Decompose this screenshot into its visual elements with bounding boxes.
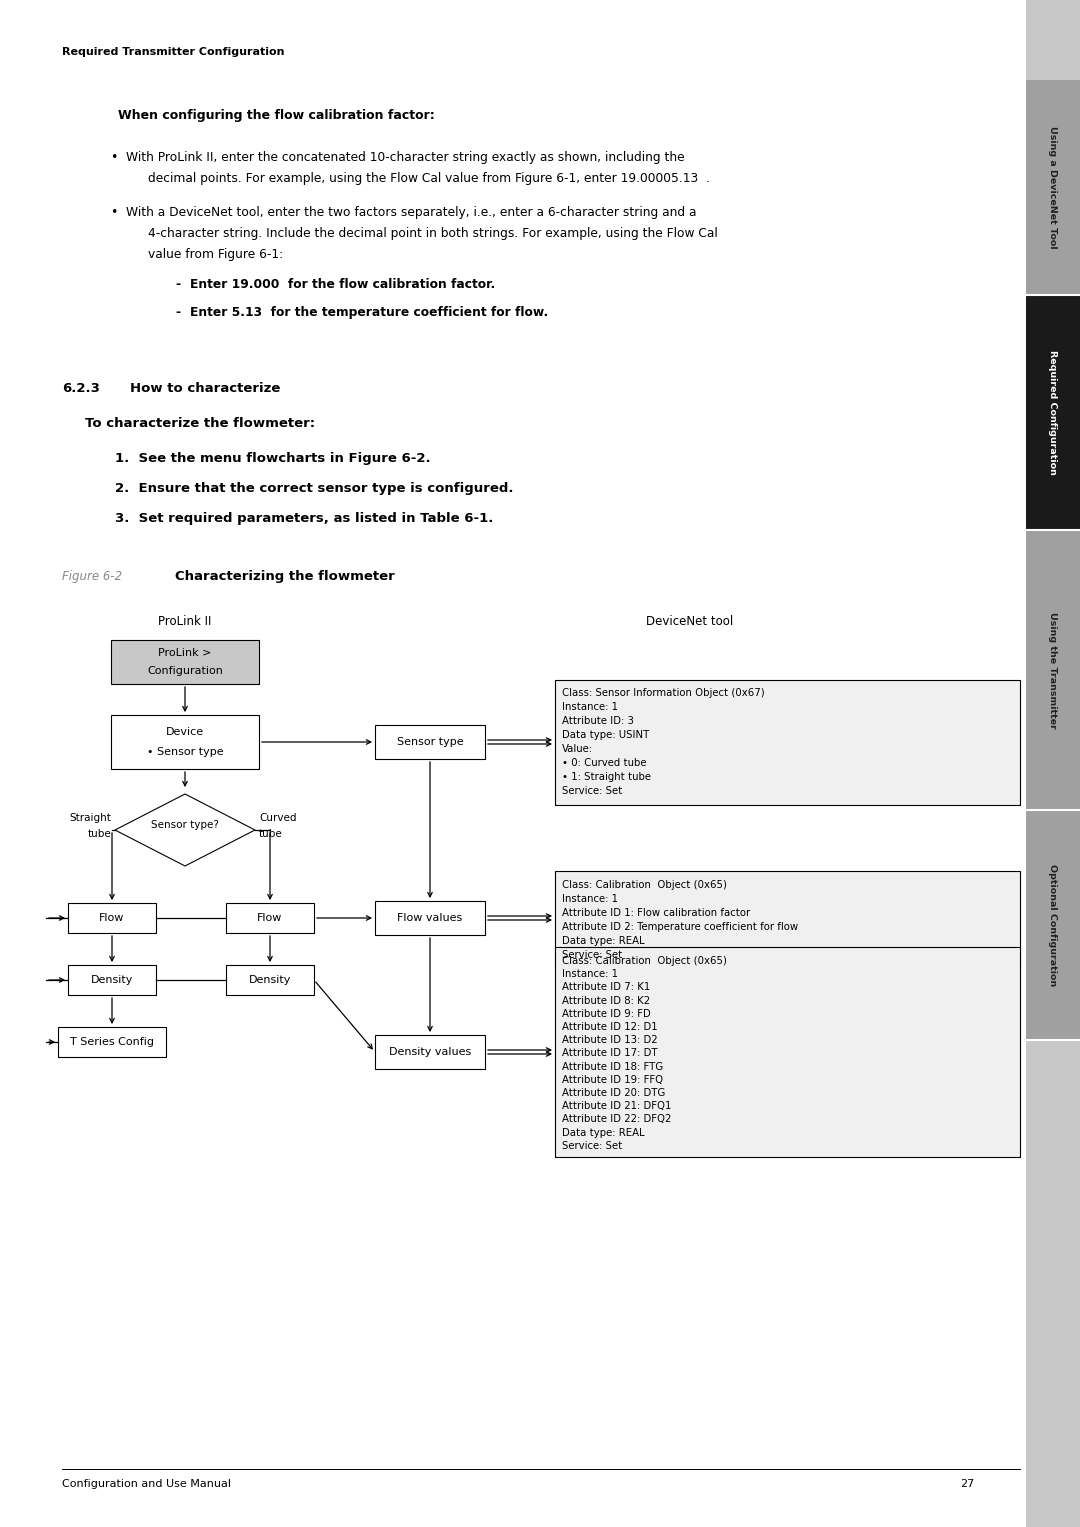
Text: To characterize the flowmeter:: To characterize the flowmeter:	[85, 417, 315, 431]
Text: 4-character string. Include the decimal point in both strings. For example, usin: 4-character string. Include the decimal …	[148, 228, 718, 240]
Text: •: •	[110, 151, 118, 163]
Text: -: -	[175, 305, 180, 319]
Text: When configuring the flow calibration factor:: When configuring the flow calibration fa…	[118, 108, 435, 122]
Bar	[111, 640, 259, 684]
Text: Flow values: Flow values	[397, 913, 462, 922]
Text: Data type: REAL: Data type: REAL	[562, 936, 645, 945]
Text: Enter 19.000  for the flow calibration factor.: Enter 19.000 for the flow calibration fa…	[190, 278, 496, 292]
Text: Attribute ID 7: K1: Attribute ID 7: K1	[562, 982, 650, 993]
Text: 3.  Set required parameters, as listed in Table 6-1.: 3. Set required parameters, as listed in…	[114, 512, 494, 525]
Bar	[1026, 0, 1080, 79]
Text: ProLink >: ProLink >	[159, 647, 212, 658]
Text: -: -	[175, 278, 180, 292]
Text: Class: Calibration  Object (0x65): Class: Calibration Object (0x65)	[562, 956, 727, 967]
Bar	[1026, 530, 1080, 809]
Text: 2.  Ensure that the correct sensor type is configured.: 2. Ensure that the correct sensor type i…	[114, 483, 513, 495]
Text: DeviceNet tool: DeviceNet tool	[646, 615, 733, 628]
Text: Sensor type?: Sensor type?	[151, 820, 219, 831]
Text: Attribute ID 17: DT: Attribute ID 17: DT	[562, 1049, 658, 1058]
Text: value from Figure 6-1:: value from Figure 6-1:	[148, 247, 283, 261]
Text: •: •	[110, 206, 118, 218]
Text: Attribute ID: 3: Attribute ID: 3	[562, 716, 634, 727]
Text: Optional Configuration: Optional Configuration	[1049, 864, 1057, 986]
Text: Attribute ID 21: DFQ1: Attribute ID 21: DFQ1	[562, 1101, 672, 1112]
Bar	[68, 965, 156, 996]
Polygon shape	[114, 794, 255, 866]
Text: Density: Density	[248, 976, 292, 985]
Text: Attribute ID 12: D1: Attribute ID 12: D1	[562, 1022, 658, 1032]
Text: T Series Config: T Series Config	[70, 1037, 154, 1048]
Text: Figure 6-2: Figure 6-2	[62, 570, 122, 583]
Text: Using the Transmitter: Using the Transmitter	[1049, 611, 1057, 728]
Text: Instance: 1: Instance: 1	[562, 893, 618, 904]
Text: Attribute ID 2: Temperature coefficient for flow: Attribute ID 2: Temperature coefficient …	[562, 921, 798, 931]
Bar	[555, 947, 1020, 1157]
Text: Attribute ID 22: DFQ2: Attribute ID 22: DFQ2	[562, 1115, 672, 1124]
Bar	[111, 715, 259, 770]
Text: ProLink II: ProLink II	[159, 615, 212, 628]
Text: Instance: 1: Instance: 1	[562, 702, 618, 713]
Text: Attribute ID 8: K2: Attribute ID 8: K2	[562, 996, 650, 1006]
Text: Attribute ID 1: Flow calibration factor: Attribute ID 1: Flow calibration factor	[562, 907, 751, 918]
Bar	[375, 901, 485, 935]
Bar	[375, 1035, 485, 1069]
Text: Using a DeviceNet Tool: Using a DeviceNet Tool	[1049, 127, 1057, 249]
Text: Attribute ID 19: FFQ: Attribute ID 19: FFQ	[562, 1075, 663, 1084]
Bar	[226, 902, 314, 933]
Text: 27: 27	[960, 1480, 974, 1489]
Text: With ProLink II, enter the con​catenated 10-character string exactly as shown, i: With ProLink II, enter the con​catenated…	[126, 151, 685, 163]
Bar	[555, 680, 1020, 805]
Bar	[68, 902, 156, 933]
Bar	[1026, 295, 1080, 530]
Text: • Sensor type: • Sensor type	[147, 747, 224, 757]
Text: Value:: Value:	[562, 745, 593, 754]
Text: Density values: Density values	[389, 1048, 471, 1057]
Text: Attribute ID 9: FD: Attribute ID 9: FD	[562, 1009, 651, 1019]
Text: Service: Set: Service: Set	[562, 1141, 622, 1151]
Text: Configuration: Configuration	[147, 666, 222, 676]
Bar	[1026, 79, 1080, 295]
Text: Service: Set: Service: Set	[562, 950, 622, 959]
Text: Attribute ID 13: D2: Attribute ID 13: D2	[562, 1035, 658, 1044]
Text: Required Configuration: Required Configuration	[1049, 350, 1057, 475]
Text: • 0: Curved tube: • 0: Curved tube	[562, 759, 647, 768]
Text: decimal points. For example, using the Flow Cal value from Figure 6-1, enter 19.: decimal points. For example, using the F…	[148, 173, 710, 185]
Bar	[58, 1028, 166, 1057]
Bar	[375, 725, 485, 759]
Text: 1.  See the menu flowcharts in Figure 6-2.: 1. See the menu flowcharts in Figure 6-2…	[114, 452, 431, 466]
Text: Device: Device	[166, 727, 204, 738]
Text: Density: Density	[91, 976, 133, 985]
Text: Characterizing the flowmeter: Characterizing the flowmeter	[175, 570, 395, 583]
Text: Flow: Flow	[99, 913, 124, 922]
Text: Class: Sensor Information Object (0x67): Class: Sensor Information Object (0x67)	[562, 689, 765, 698]
Text: Class: Calibration  Object (0x65): Class: Calibration Object (0x65)	[562, 880, 727, 890]
Text: How to characterize: How to characterize	[130, 382, 281, 395]
Text: tube: tube	[259, 829, 283, 838]
Text: 6.2.3: 6.2.3	[62, 382, 99, 395]
Text: Enter 5.13  for the temperature coefficient for flow.: Enter 5.13 for the temperature coefficie…	[190, 305, 549, 319]
Text: Data type: REAL: Data type: REAL	[562, 1127, 645, 1138]
Text: Sensor type: Sensor type	[396, 738, 463, 747]
Text: Attribute ID 20: DTG: Attribute ID 20: DTG	[562, 1089, 665, 1098]
Text: Flow: Flow	[257, 913, 283, 922]
Bar	[226, 965, 314, 996]
Text: • 1: Straight tube: • 1: Straight tube	[562, 773, 651, 782]
Text: Curved: Curved	[259, 812, 297, 823]
Bar	[1026, 1040, 1080, 1527]
Text: Data type: USINT: Data type: USINT	[562, 730, 649, 741]
Bar	[1026, 809, 1080, 1040]
Text: Configuration and Use Manual: Configuration and Use Manual	[62, 1480, 231, 1489]
Bar	[555, 870, 1020, 965]
Text: With a DeviceNet tool, enter the two factors separately, i.e., enter a 6-charact: With a DeviceNet tool, enter the two fac…	[126, 206, 697, 218]
Text: Instance: 1: Instance: 1	[562, 970, 618, 979]
Text: Service: Set: Service: Set	[562, 786, 622, 797]
Text: Required Transmitter Configuration: Required Transmitter Configuration	[62, 47, 284, 56]
Text: Attribute ID 18: FTG: Attribute ID 18: FTG	[562, 1061, 663, 1072]
Text: tube: tube	[87, 829, 111, 838]
Text: Straight: Straight	[69, 812, 111, 823]
